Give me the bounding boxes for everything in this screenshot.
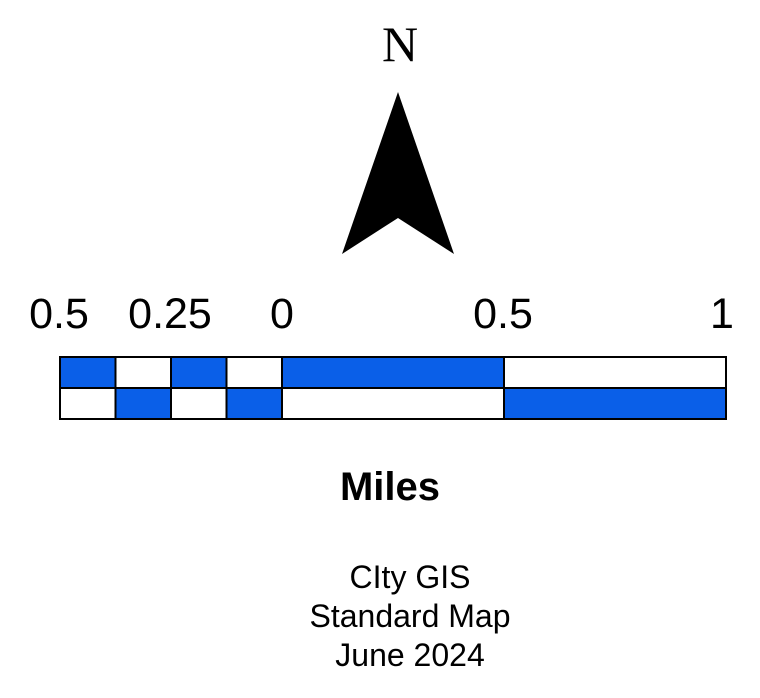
scale-segment (503, 387, 727, 420)
credit-organization: CIty GIS (349, 559, 471, 595)
scale-label-right-mid: 0.5 (473, 290, 533, 338)
scale-segment (503, 356, 727, 389)
north-arrow-shape (342, 92, 454, 254)
scale-segment (59, 387, 117, 420)
scale-bar (59, 356, 727, 420)
scale-units-label: Miles (339, 465, 441, 509)
scale-label-left-mid: 0.25 (128, 290, 212, 338)
scale-segment (225, 356, 283, 389)
scale-segment (281, 356, 505, 389)
credit-date: June 2024 (335, 637, 485, 673)
north-letter: N (381, 16, 419, 72)
scale-label-right-end: 1 (710, 290, 734, 338)
scale-segment (225, 387, 283, 420)
north-arrow-icon (342, 92, 454, 254)
scale-segment (170, 387, 228, 420)
scale-segment (59, 356, 117, 389)
scale-segment (170, 356, 228, 389)
map-credits: CIty GIS Standard Map June 2024 (210, 558, 610, 675)
scale-segment (114, 387, 172, 420)
credit-map-type: Standard Map (309, 598, 511, 634)
scale-label-left-end: 0.5 (29, 290, 89, 338)
scale-segment (281, 387, 505, 420)
scale-label-zero: 0 (270, 290, 294, 338)
scale-segment (114, 356, 172, 389)
